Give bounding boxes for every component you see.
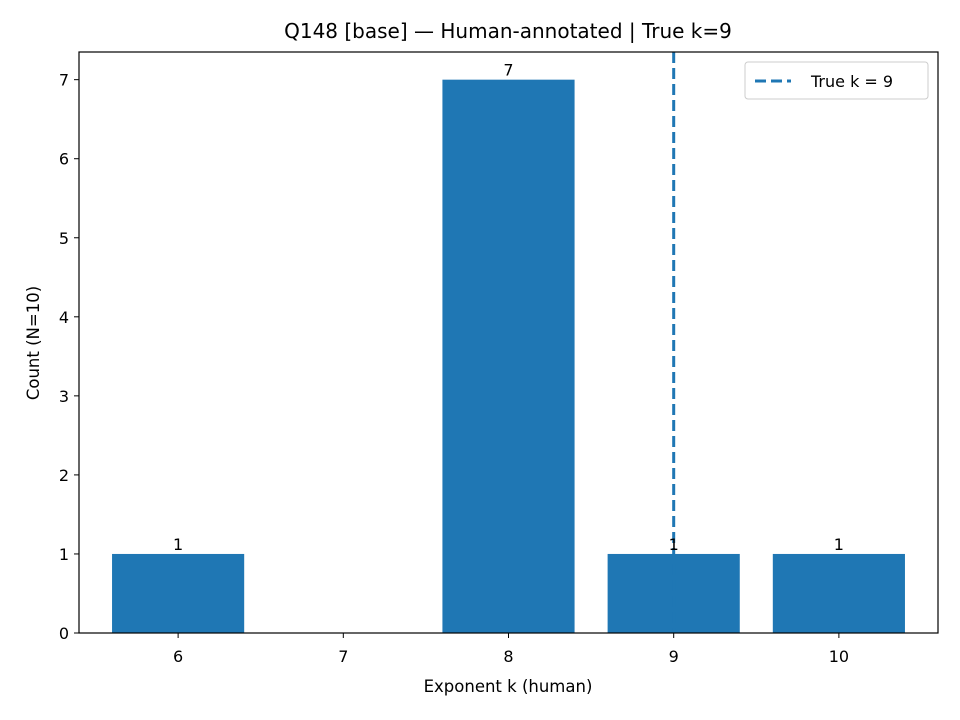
y-axis-title: Count (N=10): [24, 286, 43, 400]
x-tick-label: 9: [669, 647, 679, 666]
y-tick-label: 5: [59, 229, 69, 248]
bar-value-label: 1: [173, 535, 183, 554]
x-tick-label: 6: [173, 647, 183, 666]
bar-6: [112, 553, 245, 633]
legend-label-true-k: True k = 9: [810, 72, 893, 91]
x-axis-title: Exponent k (human): [424, 677, 593, 696]
y-tick-label: 2: [59, 466, 69, 485]
bar-10: [772, 553, 905, 633]
plot-area: 1 7 1 1 6 7 8 9 10 0 1 2 3 4 5 6 7: [59, 52, 905, 666]
y-tick-label: 4: [59, 308, 69, 327]
y-tick-label: 7: [59, 71, 69, 90]
y-tick-label: 0: [59, 624, 69, 643]
bar-8: [442, 79, 575, 633]
y-tick-label: 6: [59, 150, 69, 169]
bar-value-label: 1: [669, 535, 679, 554]
x-tick-label: 8: [503, 647, 513, 666]
axes-frame: [78, 51, 939, 634]
bar-value-label: 7: [503, 61, 513, 80]
y-tick-label: 1: [59, 545, 69, 564]
bar-value-label: 1: [834, 535, 844, 554]
chart-title: Q148 [base] — Human-annotated | True k=9: [284, 19, 732, 43]
legend-frame: [744, 61, 929, 100]
x-tick-label: 7: [338, 647, 348, 666]
y-tick-label: 3: [59, 387, 69, 406]
legend: True k = 9: [744, 61, 929, 100]
x-tick-label: 10: [829, 647, 849, 666]
